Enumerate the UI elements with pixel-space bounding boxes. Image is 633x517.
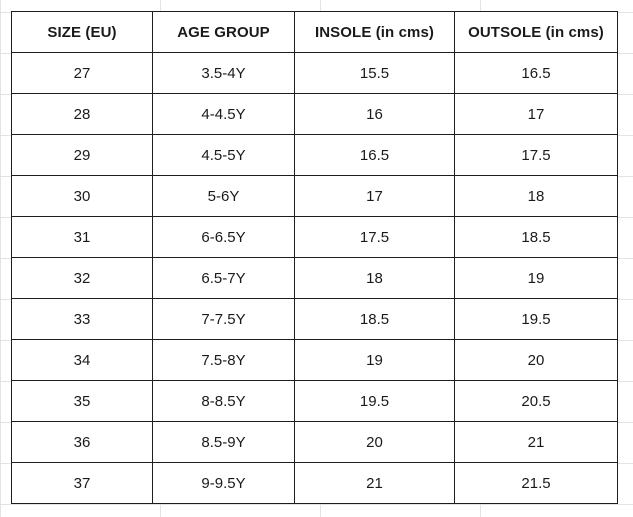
table-row: 30 5-6Y 17 18 <box>11 175 618 217</box>
cell-insole[interactable]: 18 <box>294 257 455 299</box>
header-age-group[interactable]: AGE GROUP <box>152 11 295 53</box>
cell-insole[interactable]: 17.5 <box>294 216 455 258</box>
cell-outsole[interactable]: 20 <box>454 339 618 381</box>
cell-outsole[interactable]: 19 <box>454 257 618 299</box>
header-outsole[interactable]: OUTSOLE (in cms) <box>454 11 618 53</box>
table-row: 28 4-4.5Y 16 17 <box>11 93 618 135</box>
cell-age-group[interactable]: 7.5-8Y <box>152 339 295 381</box>
cell-size-eu[interactable]: 29 <box>11 134 153 176</box>
cell-outsole[interactable]: 20.5 <box>454 380 618 422</box>
cell-insole[interactable]: 19.5 <box>294 380 455 422</box>
table-row: 29 4.5-5Y 16.5 17.5 <box>11 134 618 176</box>
header-insole[interactable]: INSOLE (in cms) <box>294 11 455 53</box>
cell-insole[interactable]: 18.5 <box>294 298 455 340</box>
cell-outsole[interactable]: 19.5 <box>454 298 618 340</box>
cell-outsole[interactable]: 17.5 <box>454 134 618 176</box>
cell-age-group[interactable]: 5-6Y <box>152 175 295 217</box>
cell-age-group[interactable]: 9-9.5Y <box>152 462 295 504</box>
cell-outsole[interactable]: 21.5 <box>454 462 618 504</box>
cell-age-group[interactable]: 6.5-7Y <box>152 257 295 299</box>
table-row: 36 8.5-9Y 20 21 <box>11 421 618 463</box>
table-row: 31 6-6.5Y 17.5 18.5 <box>11 216 618 258</box>
cell-size-eu[interactable]: 35 <box>11 380 153 422</box>
table-row: 32 6.5-7Y 18 19 <box>11 257 618 299</box>
cell-size-eu[interactable]: 36 <box>11 421 153 463</box>
table-row: 34 7.5-8Y 19 20 <box>11 339 618 381</box>
cell-age-group[interactable]: 3.5-4Y <box>152 52 295 94</box>
table-body: 27 3.5-4Y 15.5 16.5 28 4-4.5Y 16 17 29 4.5-5Y 16.5… <box>11 52 618 504</box>
cell-age-group[interactable]: 4.5-5Y <box>152 134 295 176</box>
cell-size-eu[interactable]: 30 <box>11 175 153 217</box>
cell-outsole[interactable]: 17 <box>454 93 618 135</box>
cell-outsole[interactable]: 21 <box>454 421 618 463</box>
table-row: 27 3.5-4Y 15.5 16.5 <box>11 52 618 94</box>
cell-insole[interactable]: 20 <box>294 421 455 463</box>
table-row: 35 8-8.5Y 19.5 20.5 <box>11 380 618 422</box>
cell-size-eu[interactable]: 28 <box>11 93 153 135</box>
cell-age-group[interactable]: 4-4.5Y <box>152 93 295 135</box>
table-row: 37 9-9.5Y 21 21.5 <box>11 462 618 504</box>
cell-insole[interactable]: 21 <box>294 462 455 504</box>
header-size-eu[interactable]: SIZE (EU) <box>11 11 153 53</box>
cell-age-group[interactable]: 7-7.5Y <box>152 298 295 340</box>
cell-insole[interactable]: 16.5 <box>294 134 455 176</box>
cell-size-eu[interactable]: 34 <box>11 339 153 381</box>
cell-size-eu[interactable]: 32 <box>11 257 153 299</box>
cell-insole[interactable]: 15.5 <box>294 52 455 94</box>
cell-age-group[interactable]: 8-8.5Y <box>152 380 295 422</box>
cell-size-eu[interactable]: 31 <box>11 216 153 258</box>
cell-outsole[interactable]: 18 <box>454 175 618 217</box>
cell-age-group[interactable]: 8.5-9Y <box>152 421 295 463</box>
cell-size-eu[interactable]: 37 <box>11 462 153 504</box>
cell-outsole[interactable]: 18.5 <box>454 216 618 258</box>
cell-insole[interactable]: 16 <box>294 93 455 135</box>
size-chart-table: SIZE (EU) AGE GROUP INSOLE (in cms) OUTS… <box>11 11 618 504</box>
cell-size-eu[interactable]: 27 <box>11 52 153 94</box>
cell-age-group[interactable]: 6-6.5Y <box>152 216 295 258</box>
cell-insole[interactable]: 19 <box>294 339 455 381</box>
cell-insole[interactable]: 17 <box>294 175 455 217</box>
cell-size-eu[interactable]: 33 <box>11 298 153 340</box>
header-row: SIZE (EU) AGE GROUP INSOLE (in cms) OUTS… <box>11 11 618 53</box>
table-row: 33 7-7.5Y 18.5 19.5 <box>11 298 618 340</box>
cell-outsole[interactable]: 16.5 <box>454 52 618 94</box>
